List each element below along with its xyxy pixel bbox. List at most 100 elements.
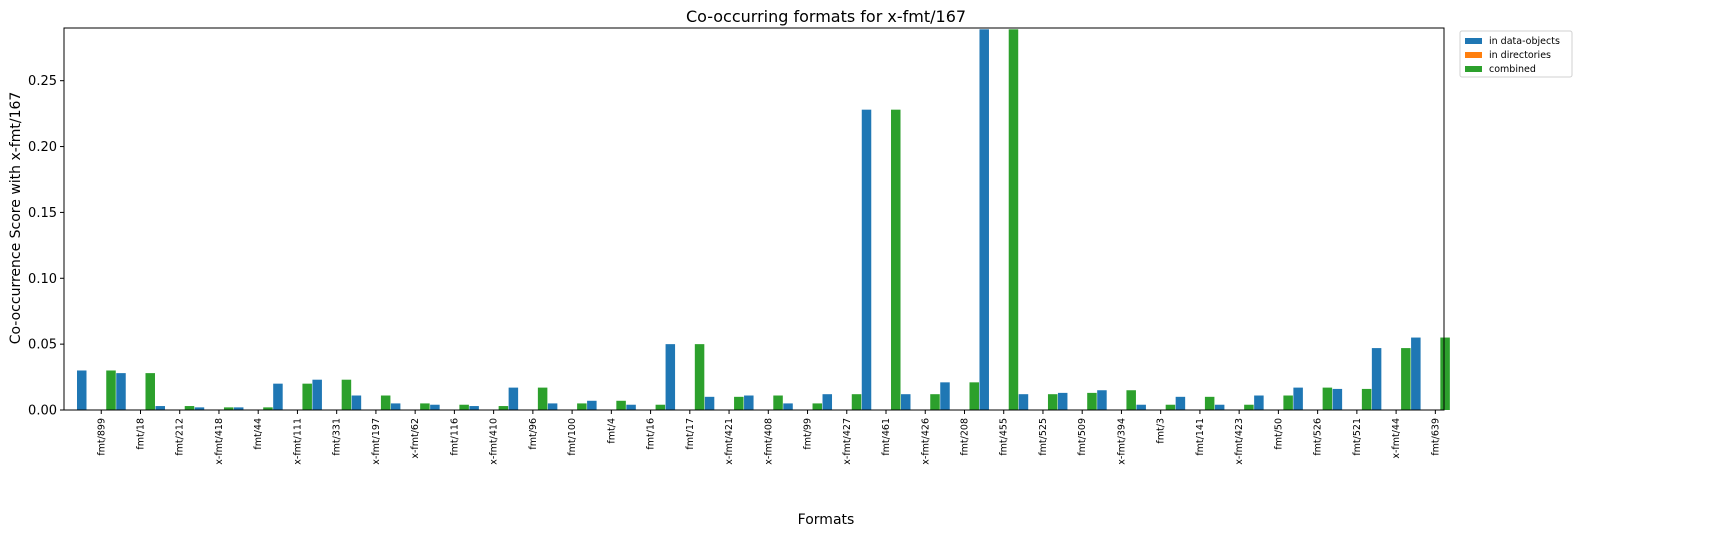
bar-data-objects-0 [77,370,87,410]
bar-data-objects-19 [822,394,833,410]
x-tick-label: fmt/100 [567,418,578,456]
bar-combined-19 [851,394,862,410]
legend: in data-objects in directories combined [1459,30,1573,78]
bar-combined-16 [734,396,744,410]
legend-label-1: in directories [1489,50,1551,61]
x-tick-label: x-fmt/421 [724,418,735,465]
bar-data-objects-26 [1097,390,1107,410]
legend-frame [1459,30,1573,78]
x-tick-label: fmt/16 [646,418,657,450]
x-tick-label: fmt/50 [1273,418,1284,450]
bar-combined-6 [341,379,352,410]
y-axis: 0.00 0.05 0.10 0.15 0.20 0.25 [28,74,64,419]
x-tick-label: fmt/212 [175,418,186,456]
bar-combined-7 [380,395,391,410]
x-tick-label: fmt/639 [1430,418,1441,456]
bar-data-objects-2 [155,406,165,410]
bar-combined-10 [498,406,509,410]
x-tick-label: fmt/525 [1038,418,1049,456]
bar-data-objects-15 [665,344,676,410]
bar-data-objects-4 [233,407,244,410]
bar-data-objects-24 [1018,394,1029,410]
bar-data-objects-8 [390,403,401,410]
x-tick-label: fmt/99 [803,418,814,450]
bar-combined-23 [1008,29,1019,410]
x-axis-title: Formats [798,512,855,528]
bar-data-objects-10 [469,406,479,410]
bar-combined-31 [1322,387,1333,410]
bar-data-objects-6 [312,379,322,410]
bar-data-objects-20 [861,109,872,411]
bar-data-objects-9 [430,404,440,410]
x-tick-label: fmt/526 [1313,418,1324,456]
x-tick-label: x-fmt/423 [1234,418,1245,465]
x-tick-label: fmt/18 [135,418,146,450]
bar-data-objects-22 [940,382,950,410]
bar-data-objects-5 [273,383,283,410]
x-tick-label: x-fmt/410 [489,418,500,465]
y-tick-label: 0.10 [28,272,57,287]
x-tick-label: x-fmt/418 [214,418,225,465]
bar-combined-3 [223,407,234,410]
bar-combined-11 [537,387,548,410]
x-tick-label: fmt/509 [1077,418,1088,456]
x-tick-label: fmt/96 [528,418,539,450]
bar-combined-20 [891,109,901,411]
y-tick-label: 0.00 [28,404,57,419]
bar-combined-14 [655,404,666,410]
x-tick-label: x-fmt/394 [1116,418,1127,465]
x-tick-label: x-fmt/62 [410,418,421,459]
bar-combined-32 [1361,388,1372,410]
bar-combined-28 [1204,396,1215,410]
legend-swatch-0 [1465,38,1482,44]
x-tick-label: fmt/331 [332,418,343,456]
y-axis-title: Co-occurrence Score with x-fmt/167 [8,92,24,345]
bar-data-objects-27 [1136,404,1146,410]
bar-data-objects-17 [744,395,754,410]
bar-data-objects-34 [1411,337,1421,410]
y-tick-label: 0.15 [28,206,57,221]
bar-data-objects-31 [1293,387,1303,410]
y-tick-label: 0.25 [28,74,57,89]
bar-data-objects-23 [979,29,989,410]
x-tick-label: fmt/455 [999,418,1010,456]
bar-data-objects-33 [1371,348,1382,410]
bar-combined-1 [145,373,155,410]
bar-combined-17 [773,395,783,410]
bar-combined-12 [577,403,587,410]
bar-combined-26 [1126,390,1136,410]
bars-layer [77,29,1450,411]
bar-combined-9 [459,404,469,410]
bar-combined-30 [1283,395,1293,410]
x-tick-label: fmt/4 [606,418,617,444]
legend-swatch-1 [1465,52,1482,58]
bar-data-objects-28 [1175,396,1186,410]
x-tick-label: x-fmt/408 [763,418,774,465]
bar-combined-8 [420,403,430,410]
bar-combined-4 [263,407,273,410]
bar-combined-0 [106,370,116,410]
bar-combined-22 [969,382,979,410]
bar-data-objects-1 [116,373,126,410]
x-tick-label: fmt/461 [881,418,892,456]
x-tick-label: fmt/17 [685,418,696,450]
legend-label-0: in data-objects [1489,36,1560,47]
x-tick-label: fmt/208 [959,418,970,456]
x-tick-label: fmt/141 [1195,418,1206,456]
x-tick-label: fmt/3 [1156,418,1167,444]
x-tick-label: fmt/44 [253,418,264,450]
bar-combined-25 [1087,392,1097,410]
bar-data-objects-25 [1057,392,1068,410]
bar-data-objects-7 [351,395,362,410]
x-tick-label: x-fmt/44 [1391,418,1402,459]
legend-swatch-2 [1465,66,1482,72]
x-tick-label: fmt/116 [449,418,460,456]
x-tick-label: x-fmt/111 [292,418,303,465]
bar-combined-15 [694,344,705,410]
bar-data-objects-12 [547,403,558,410]
bar-combined-5 [302,383,312,410]
x-tick-label: x-fmt/197 [371,418,382,465]
chart-title: Co-occurring formats for x-fmt/167 [686,7,966,26]
bar-data-objects-3 [194,407,205,410]
